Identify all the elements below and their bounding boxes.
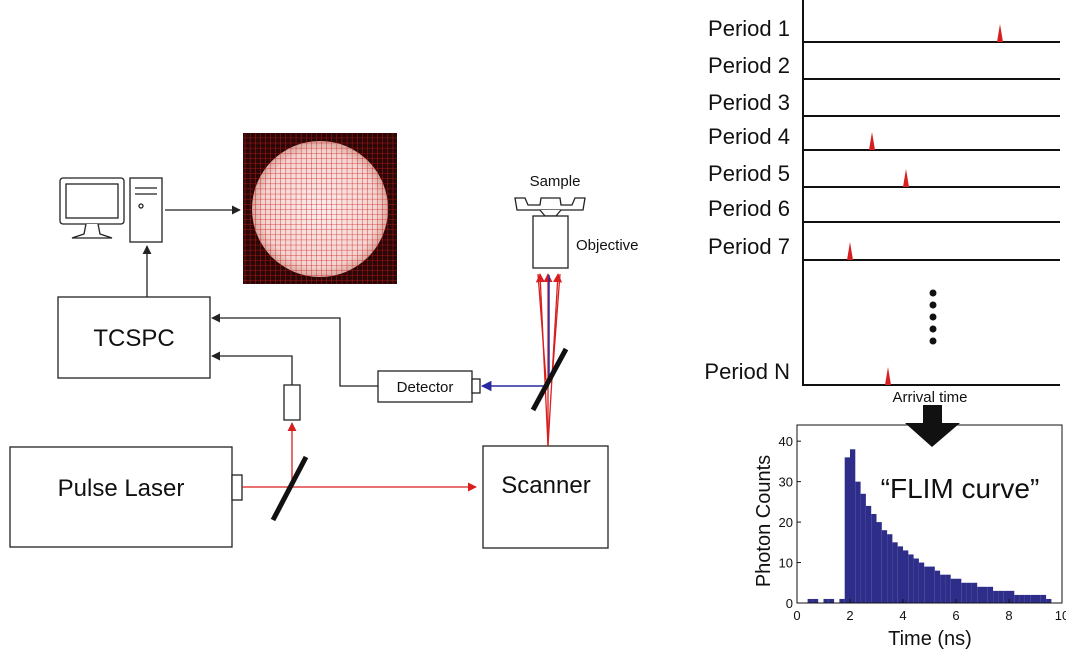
bar: [1025, 595, 1030, 603]
ellipsis: [930, 290, 937, 345]
bar: [1014, 595, 1019, 603]
arrival-time-label: Arrival time: [892, 389, 967, 406]
bar: [813, 599, 818, 603]
histogram: 0 2 4 6 8 10 0 10 20 30 40: [779, 425, 1066, 623]
bar: [1030, 595, 1035, 603]
bar: [935, 571, 940, 603]
laser-label: Pulse Laser: [58, 475, 185, 502]
bar: [1041, 595, 1046, 603]
bar: [892, 542, 897, 603]
bar: [1020, 595, 1025, 603]
period-label: Period 7: [708, 234, 790, 259]
y-tick-label: 20: [779, 515, 793, 530]
bar: [887, 534, 892, 603]
bar: [993, 591, 998, 603]
detector-tab: [472, 379, 480, 393]
bar: [808, 599, 813, 603]
scanner-label: Scanner: [501, 472, 590, 499]
bar: [972, 583, 977, 603]
bar: [839, 599, 844, 603]
bar: [998, 591, 1003, 603]
period-label: Period N: [704, 359, 790, 384]
bar: [924, 567, 929, 603]
down-arrow: [905, 405, 960, 447]
y-tick-label: 10: [779, 556, 793, 571]
objective-icon: [515, 198, 585, 268]
bar: [945, 575, 950, 603]
bar: [882, 530, 887, 603]
bar: [914, 559, 919, 604]
bar: [919, 563, 924, 603]
bar: [951, 579, 956, 603]
laser-tab: [232, 475, 242, 500]
period-label: Period 5: [708, 161, 790, 186]
sample-label: Sample: [530, 173, 581, 190]
bar: [1036, 595, 1041, 603]
arrow: [212, 356, 292, 385]
bar: [967, 583, 972, 603]
bar: [877, 522, 882, 603]
bar: [1004, 591, 1009, 603]
bar: [1009, 591, 1014, 603]
x-tick-label: 0: [793, 608, 800, 623]
x-tick-label: 6: [952, 608, 959, 623]
bar: [898, 546, 903, 603]
bar: [988, 587, 993, 603]
flim-curve-label: “FLIM curve”: [881, 473, 1040, 504]
x-tick-label: 4: [899, 608, 906, 623]
objective-label: Objective: [576, 237, 639, 254]
bar: [871, 514, 876, 603]
period-label: Period 6: [708, 196, 790, 221]
bar: [903, 550, 908, 603]
flim-image: [243, 133, 397, 284]
arrow: [212, 318, 378, 386]
photon-spike: [997, 24, 1003, 42]
y-tick-label: 0: [786, 596, 793, 611]
y-axis-label: Photon Counts: [753, 455, 775, 587]
photon-spike: [903, 169, 909, 187]
period-label: Period 1: [708, 16, 790, 41]
bar: [855, 482, 860, 603]
period-label: Period 2: [708, 53, 790, 78]
detector-label: Detector: [397, 379, 454, 396]
photon-spike: [885, 367, 891, 385]
tcspc-label: TCSPC: [93, 325, 174, 352]
periods: Period 1 Period 2 Period 3 Period 4 Period 5…: [704, 16, 1060, 385]
bar: [977, 587, 982, 603]
y-tick-label: 40: [779, 434, 793, 449]
photodiode: [284, 385, 300, 420]
bar: [956, 579, 961, 603]
computer-icon: [60, 178, 162, 242]
photon-spike: [847, 242, 853, 260]
y-tick-label: 30: [779, 475, 793, 490]
mirror: [273, 457, 306, 520]
bar: [961, 583, 966, 603]
bar: [850, 449, 855, 603]
bar: [845, 457, 850, 603]
bar: [824, 599, 829, 603]
bar: [861, 494, 866, 603]
x-axis-label: Time (ns): [888, 628, 972, 650]
diagram: TCSPC Detector Pulse Laser Scanner Sampl…: [0, 0, 1066, 653]
photon-spike: [869, 132, 875, 150]
bar: [930, 567, 935, 603]
bar: [908, 554, 913, 603]
bar: [983, 587, 988, 603]
bar: [866, 506, 871, 603]
period-label: Period 4: [708, 124, 790, 149]
x-tick-label: 10: [1055, 608, 1066, 623]
bar: [940, 575, 945, 603]
period-label: Period 3: [708, 90, 790, 115]
bar: [829, 599, 834, 603]
x-tick-label: 8: [1005, 608, 1012, 623]
x-tick-label: 2: [846, 608, 853, 623]
page: {"labels": {"sample": "Sample", "objecti…: [0, 0, 1066, 653]
bar: [1046, 599, 1051, 603]
